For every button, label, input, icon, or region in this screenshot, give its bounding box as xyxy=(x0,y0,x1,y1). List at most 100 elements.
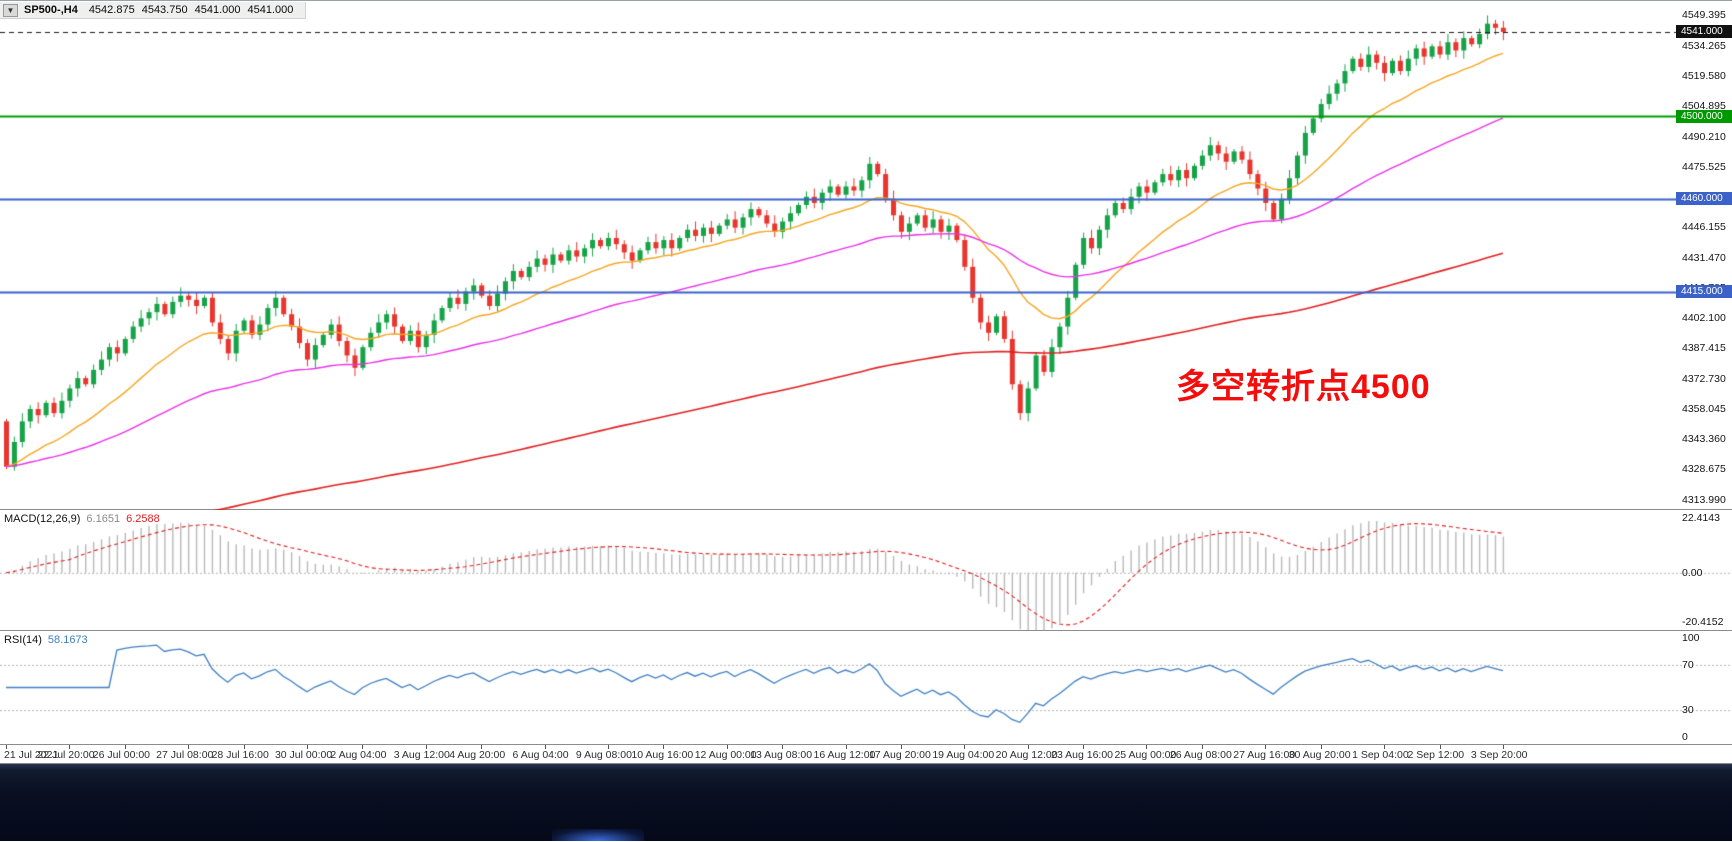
time-axis-label: 26 Aug 08:00 xyxy=(1169,749,1232,761)
time-axis-label: 12 Aug 00:00 xyxy=(694,749,757,761)
macd-main-value: 6.1651 xyxy=(86,513,121,525)
axis-scale-label: -20.4152 xyxy=(1682,616,1724,628)
time-tick xyxy=(544,745,546,749)
axis-scale-label: 4328.675 xyxy=(1682,463,1726,476)
quote-open: 4542.875 xyxy=(88,4,135,16)
price-level-badge: 4415.000 xyxy=(1676,285,1732,299)
axis-scale-label: 4313.990 xyxy=(1682,493,1726,506)
time-tick xyxy=(1027,745,1029,749)
time-tick xyxy=(726,745,728,749)
rsi-value: 58.1673 xyxy=(47,634,88,646)
quote-low: 4541.000 xyxy=(194,4,241,16)
axis-scale-label: 4431.470 xyxy=(1682,251,1726,264)
axis-scale-label: 4343.360 xyxy=(1682,433,1726,446)
time-tick xyxy=(845,745,847,749)
axis-scale-label: 70 xyxy=(1682,658,1694,671)
time-axis-label: 16 Aug 12:00 xyxy=(813,749,876,761)
time-tick xyxy=(607,745,609,749)
taskbar-active-indicator[interactable] xyxy=(552,829,644,841)
time-tick xyxy=(306,745,308,749)
time-tick xyxy=(782,745,784,749)
time-axis-label: 22 Jul 20:00 xyxy=(37,749,95,761)
time-axis-label: 9 Aug 08:00 xyxy=(575,749,632,761)
time-tick xyxy=(900,745,902,749)
macd-canvas[interactable] xyxy=(0,510,1732,630)
price-level-badge: 4541.000 xyxy=(1676,25,1732,39)
time-axis-label: 2 Aug 04:00 xyxy=(330,749,387,761)
time-tick xyxy=(425,745,427,749)
macd-signal-value: 6.2588 xyxy=(126,513,160,525)
axis-scale-label: 30 xyxy=(1682,704,1694,717)
macd-scale-axis[interactable]: 22.4143 0.00 -20.4152 xyxy=(1676,510,1732,630)
time-tick xyxy=(1384,745,1386,749)
quote-high: 4543.750 xyxy=(141,4,188,16)
price-level-badge: 4500.000 xyxy=(1676,109,1732,123)
axis-scale-label: 22.4143 xyxy=(1682,512,1720,524)
time-tick xyxy=(1265,745,1267,749)
axis-scale-label: 4372.730 xyxy=(1682,372,1726,385)
symbol-timeframe-label: SP500-,H4 xyxy=(24,4,78,16)
chart-collapse-icon[interactable]: ▼ xyxy=(3,3,18,17)
rsi-name: RSI(14) xyxy=(4,634,42,646)
time-axis-label: 3 Aug 12:00 xyxy=(393,749,450,761)
time-tick xyxy=(1439,745,1441,749)
time-axis-label: 6 Aug 04:00 xyxy=(512,749,569,761)
time-axis-label: 25 Aug 00:00 xyxy=(1114,749,1177,761)
time-axis-label: 3 Sep 20:00 xyxy=(1470,749,1528,761)
time-tick xyxy=(663,745,665,749)
time-axis-label: 1 Sep 04:00 xyxy=(1352,749,1409,761)
chart-annotation-text: 多空转折点4500 xyxy=(1176,368,1431,406)
axis-scale-label: 4446.155 xyxy=(1682,221,1726,234)
rsi-scale-axis[interactable]: 100 70 30 0 xyxy=(1676,631,1732,744)
rsi-canvas[interactable] xyxy=(0,631,1732,744)
price-axis[interactable]: 4549.395 4534.265 4519.580 4504.895 4490.210… xyxy=(1676,1,1732,509)
time-tick xyxy=(1146,745,1148,749)
time-tick xyxy=(1320,745,1322,749)
axis-scale-label: 4490.210 xyxy=(1682,130,1726,143)
time-axis-label: 19 Aug 04:00 xyxy=(932,749,995,761)
rsi-indicator-panel[interactable]: RSI(14) 58.1673 100 70 30 0 xyxy=(0,631,1732,745)
time-axis-label: 28 Jul 16:00 xyxy=(211,749,269,761)
time-tick xyxy=(1083,745,1085,749)
main-chart-panel[interactable]: ▼ SP500-,H4 4542.875 4543.750 4541.000 4… xyxy=(0,0,1732,510)
time-tick xyxy=(1502,745,1504,749)
time-axis-label: 17 Aug 20:00 xyxy=(868,749,931,761)
taskbar[interactable] xyxy=(0,764,1732,841)
time-tick xyxy=(188,745,190,749)
axis-scale-label: 0 xyxy=(1682,731,1688,743)
time-axis-label: 23 Aug 16:00 xyxy=(1051,749,1114,761)
axis-scale-label: 4387.415 xyxy=(1682,342,1726,355)
axis-scale-label: 0.00 xyxy=(1682,566,1703,579)
axis-scale-label: 4549.395 xyxy=(1682,8,1726,21)
macd-indicator-panel[interactable]: MACD(12,26,9) 6.1651 6.2588 22.4143 0.00 -20… xyxy=(0,510,1732,631)
axis-scale-label: 4358.045 xyxy=(1682,402,1726,415)
macd-label: MACD(12,26,9) 6.1651 6.2588 xyxy=(4,513,166,525)
time-tick xyxy=(481,745,483,749)
time-axis-label: 20 Aug 12:00 xyxy=(995,749,1058,761)
time-axis-label: 10 Aug 16:00 xyxy=(631,749,694,761)
time-tick xyxy=(362,745,364,749)
axis-scale-label: 4475.525 xyxy=(1682,160,1726,173)
time-axis-label: 21 Jul 2021 xyxy=(4,749,59,761)
time-axis-label: 30 Aug 20:00 xyxy=(1288,749,1351,761)
axis-scale-label: 100 xyxy=(1682,632,1700,644)
time-tick xyxy=(964,745,966,749)
time-axis-label: 30 Jul 00:00 xyxy=(274,749,333,761)
axis-scale-label: 4402.100 xyxy=(1682,312,1726,325)
time-axis-label: 27 Jul 08:00 xyxy=(156,749,214,761)
quote-close: 4541.000 xyxy=(247,4,294,16)
time-axis-label: 4 Aug 20:00 xyxy=(449,749,506,761)
symbol-info-bar: ▼ SP500-,H4 4542.875 4543.750 4541.000 4… xyxy=(0,2,307,19)
axis-scale-label: 4534.265 xyxy=(1682,39,1726,52)
time-tick xyxy=(243,745,245,749)
time-tick xyxy=(124,745,126,749)
rsi-label: RSI(14) 58.1673 xyxy=(4,634,94,646)
candlestick-chart-canvas[interactable] xyxy=(0,1,1732,510)
time-tick xyxy=(69,745,71,749)
time-axis[interactable]: 21 Jul 2021 22 Jul 20:00 26 Jul 00:00 27 Ju… xyxy=(0,745,1732,764)
time-axis-label: 26 Jul 00:00 xyxy=(92,749,151,761)
macd-name: MACD(12,26,9) xyxy=(4,513,81,525)
time-tick xyxy=(6,745,7,749)
price-level-badge: 4460.000 xyxy=(1676,192,1732,206)
